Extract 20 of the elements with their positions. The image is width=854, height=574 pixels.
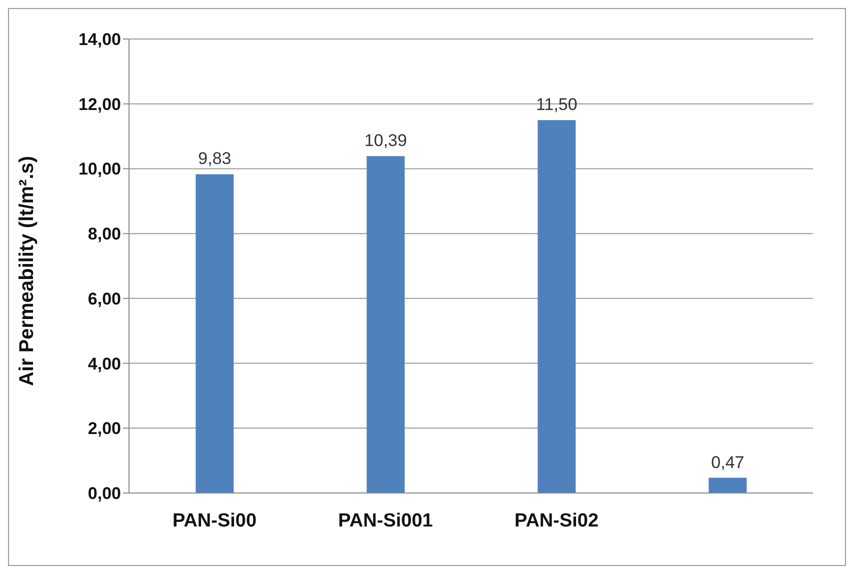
- y-tick-label: 12,00: [78, 94, 121, 114]
- data-label: 10,39: [364, 131, 407, 150]
- bar: [708, 478, 747, 493]
- x-tick-label: PAN-Si00: [172, 510, 257, 532]
- x-tick-label: PAN-Si02: [514, 510, 599, 532]
- x-tick-label: PAN-Si001: [338, 510, 434, 532]
- y-axis-title: Air Permeability (lt/m².s): [16, 156, 38, 386]
- bar: [538, 120, 576, 493]
- y-tick-label: 8,00: [88, 224, 121, 244]
- bar: [196, 174, 234, 493]
- y-tick-label: 14,00: [78, 30, 121, 50]
- data-label: 9,83: [198, 149, 232, 168]
- y-tick-label: 4,00: [88, 354, 121, 374]
- bar: [366, 156, 405, 493]
- y-tick-label: 6,00: [88, 289, 121, 308]
- data-label: 0,47: [711, 452, 744, 472]
- y-tick-label: 10,00: [78, 160, 121, 179]
- y-tick-label: 0,00: [88, 484, 121, 504]
- data-label: 11,50: [536, 95, 578, 114]
- y-tick-label: 2,00: [88, 419, 121, 438]
